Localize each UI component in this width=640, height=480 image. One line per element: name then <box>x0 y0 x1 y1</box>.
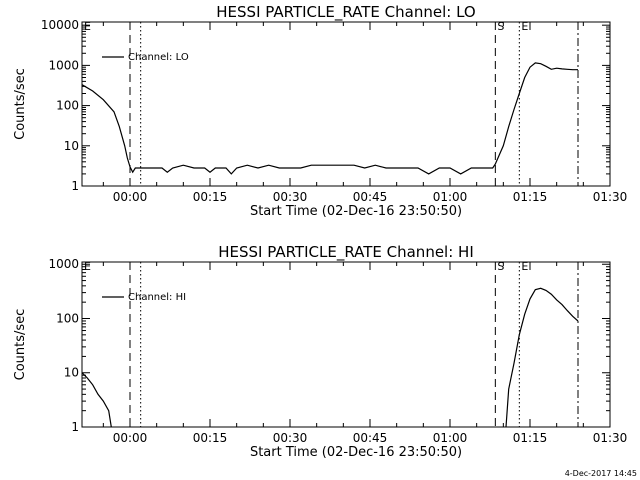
event-marker-label: E <box>84 20 91 33</box>
series-line <box>505 287 579 428</box>
event-marker-label: E <box>84 260 91 273</box>
y-tick-label: 10 <box>64 139 79 153</box>
series-line <box>81 62 578 175</box>
x-tick-label: 01:15 <box>513 190 548 204</box>
event-marker-label: E <box>521 260 528 273</box>
chart-title: HESSI PARTICLE_RATE Channel: LO <box>216 3 475 22</box>
event-marker-label: S <box>497 20 504 33</box>
y-tick-label: 100 <box>56 311 79 325</box>
x-tick-label: 00:30 <box>273 190 308 204</box>
timestamp: 4-Dec-2017 14:45 <box>565 469 637 478</box>
plot-frame <box>81 21 611 187</box>
y-tick-label: 1 <box>71 420 79 434</box>
y-axis-label: Counts/sec <box>13 68 28 140</box>
series-line <box>81 372 112 428</box>
x-tick-label: 01:00 <box>433 190 468 204</box>
x-tick-label: 00:15 <box>193 431 228 445</box>
legend-label: Channel: HI <box>128 292 186 303</box>
y-tick-label: 1000 <box>48 257 79 271</box>
y-tick-label: 100 <box>56 99 79 113</box>
x-tick-label: 00:45 <box>353 190 388 204</box>
x-tick-label: 00:45 <box>353 431 388 445</box>
legend-label: Channel: LO <box>128 52 189 63</box>
hi-channel-panel: HESSI PARTICLE_RATE Channel: HI 00:00 00:1… <box>13 243 627 460</box>
x-tick-label: 01:30 <box>593 190 628 204</box>
x-axis-label: Start Time (02-Dec-16 23:50:50) <box>250 445 462 460</box>
plot-frame <box>81 261 611 428</box>
x-tick-label: 01:00 <box>433 431 468 445</box>
y-tick-label: 1000 <box>48 58 79 72</box>
x-tick-label: 01:15 <box>513 431 548 445</box>
y-tick-label: 1 <box>71 179 79 193</box>
event-marker-label: S <box>497 260 504 273</box>
x-axis-label: Start Time (02-Dec-16 23:50:50) <box>250 204 462 219</box>
x-tick-label: 00:30 <box>273 431 308 445</box>
x-tick-label: 00:15 <box>193 190 228 204</box>
x-tick-label: 00:00 <box>113 190 148 204</box>
chart-title: HESSI PARTICLE_RATE Channel: HI <box>218 243 474 262</box>
event-marker-label: E <box>521 20 528 33</box>
x-tick-label: 01:30 <box>593 431 628 445</box>
y-axis-label: Counts/sec <box>13 309 28 381</box>
lo-channel-panel: HESSI PARTICLE_RATE Channel: LO 00:00 00:1… <box>13 3 627 219</box>
y-tick-label: 10 <box>64 366 79 380</box>
y-tick-label: 10000 <box>41 18 79 32</box>
x-tick-label: 00:00 <box>113 431 148 445</box>
